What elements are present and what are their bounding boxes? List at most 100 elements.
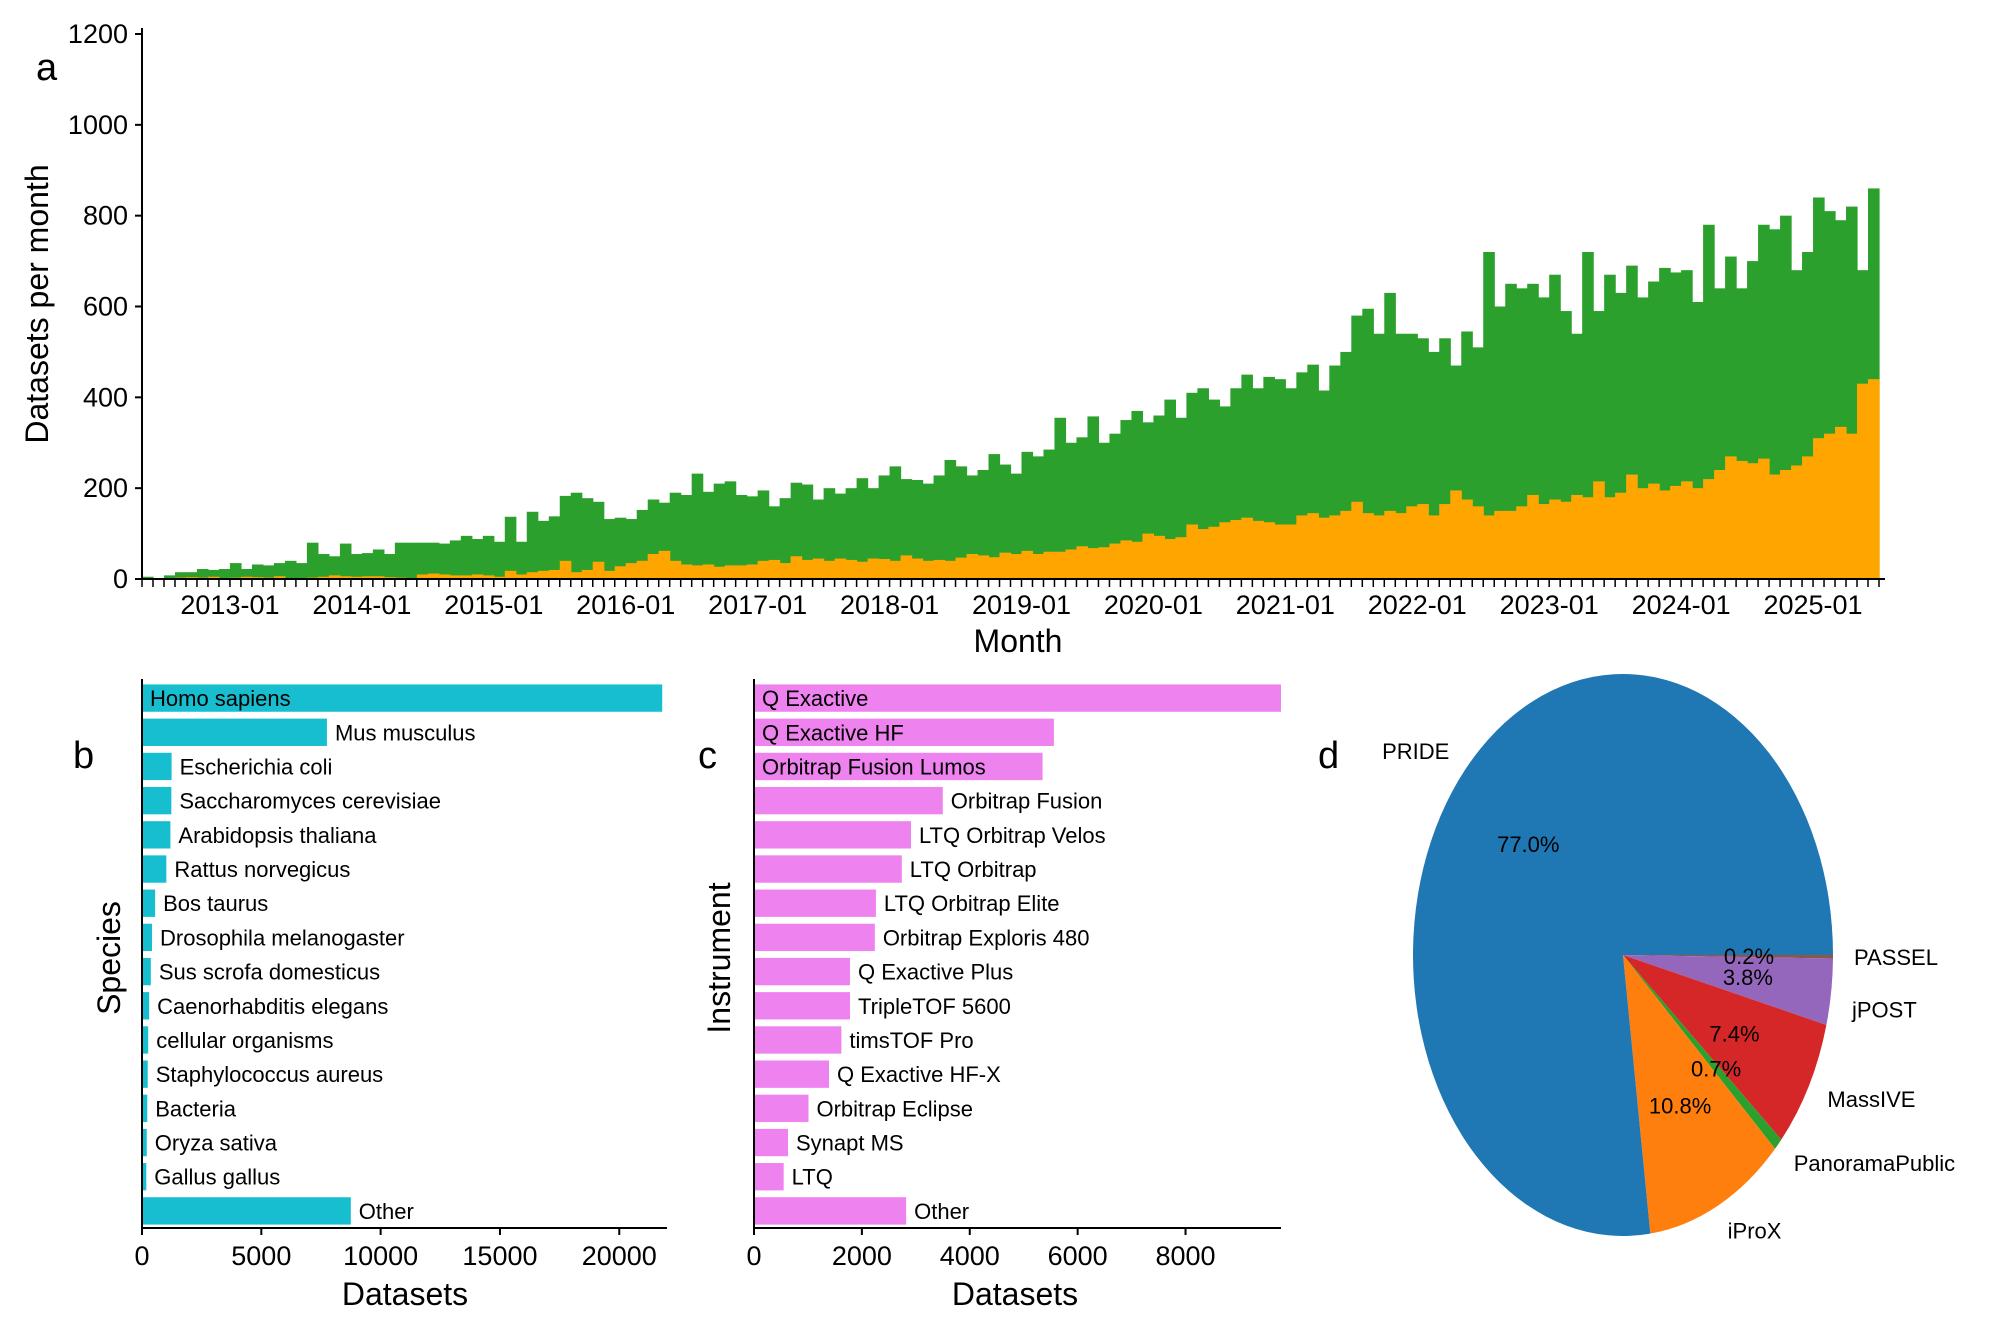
panel-d-repository-pie: 0.2% PASSEL 3.8% jPOST 7.4% MassIVE 0.7% Panora…	[1382, 673, 1955, 1244]
a-bar-total	[1472, 347, 1484, 580]
a-bar-lower	[1010, 554, 1023, 579]
a-bar-lower	[1780, 470, 1792, 579]
a-bar-total	[757, 490, 770, 579]
b-xtick-label: 0	[134, 1241, 149, 1271]
a-bar-total	[372, 549, 385, 579]
a-bar-lower	[966, 554, 979, 579]
c-xlabel: Datasets	[952, 1276, 1078, 1312]
a-bar-total	[1021, 451, 1034, 579]
a-bar-lower	[526, 572, 539, 579]
a-bar-lower	[1648, 483, 1660, 580]
c-bar-label: Synapt MS	[796, 1131, 904, 1156]
a-ytick-label: 1000	[68, 110, 128, 140]
a-bar-total	[1219, 406, 1231, 579]
c-bar	[754, 1128, 788, 1157]
b-xtick-label: 15000	[462, 1241, 537, 1271]
a-bar-total	[1516, 288, 1528, 579]
a-bar-total	[966, 475, 979, 579]
a-xtick-label: 2014-01	[312, 590, 411, 620]
a-bar-total	[1725, 256, 1737, 579]
a-bar-lower	[1560, 501, 1572, 579]
a-bar-total	[1186, 392, 1198, 579]
c-bar	[754, 821, 911, 849]
a-bar-total	[1164, 399, 1176, 579]
a-xtick-label: 2020-01	[1104, 590, 1203, 620]
b-bar	[142, 684, 663, 712]
a-bar-lower	[658, 550, 671, 579]
a-bar-lower	[1857, 383, 1869, 579]
a-bar-total	[1824, 211, 1836, 580]
c-bar	[754, 1094, 809, 1123]
a-axes: 0 200 400 600 800 1000 1200 2013-01 2014-01 2015-…	[68, 19, 1885, 620]
a-bar-lower	[1219, 522, 1231, 579]
a-bar-total	[1032, 456, 1045, 580]
c-bar-label: Orbitrap Exploris 480	[883, 925, 1090, 950]
a-bar-lower	[735, 565, 748, 580]
a-bar-total	[1065, 442, 1078, 579]
c-bar	[754, 786, 943, 815]
pie-name-label: PanoramaPublic	[1794, 1151, 1955, 1176]
pie-pct-label: 3.8%	[1723, 965, 1773, 990]
a-bar-lower	[1549, 499, 1561, 579]
a-bar-total	[845, 488, 858, 579]
a-bar-total	[284, 560, 297, 579]
pie-slice-panoramapublic	[1623, 955, 1782, 1149]
a-bar-lower	[1241, 517, 1253, 579]
a-bar-lower	[1571, 494, 1583, 579]
a-bar-lower	[1406, 506, 1418, 579]
c-bar-label: Q Exactive Plus	[858, 960, 1013, 985]
a-bar-lower	[812, 558, 825, 579]
a-bar-lower	[548, 569, 561, 579]
a-bar-lower	[1263, 522, 1275, 579]
a-bar-total	[1791, 270, 1803, 579]
c-bar	[754, 1163, 784, 1191]
c-bar-label: Q Exactive HF-X	[837, 1062, 1001, 1087]
a-bar-total	[625, 519, 638, 579]
a-bar-total	[317, 554, 330, 579]
a-bar-lower	[1791, 465, 1803, 579]
c-bar	[754, 1026, 842, 1054]
a-bar-total	[856, 478, 869, 579]
a-bar-lower	[1164, 539, 1176, 579]
pie-pct-label: 10.8%	[1649, 1093, 1711, 1118]
a-bar-total	[768, 506, 781, 579]
c-bar-label: LTQ	[792, 1165, 833, 1190]
a-bar-total	[1505, 283, 1517, 579]
a-bar-total	[1604, 274, 1616, 579]
a-bar-total	[1351, 315, 1363, 579]
a-bar-total	[1582, 252, 1594, 579]
a-bar-total	[328, 556, 341, 579]
a-bar-total	[1285, 388, 1297, 579]
a-bar-total	[1197, 388, 1209, 579]
a-bar-total	[427, 542, 440, 579]
a-xlabel: Month	[974, 623, 1063, 659]
a-bar-total	[1406, 333, 1418, 579]
a-bar-total	[724, 481, 737, 579]
a-bar-total	[933, 475, 946, 579]
c-bar	[754, 1197, 907, 1225]
a-bar-total	[647, 499, 660, 579]
a-bar-total	[1659, 267, 1671, 579]
a-xtick-label: 2023-01	[1500, 590, 1599, 620]
a-ytick-label: 200	[83, 473, 128, 503]
panel-letter-c: c	[698, 735, 717, 777]
a-bar-total	[658, 502, 671, 579]
a-bar-total	[1362, 308, 1374, 579]
a-bar-total	[867, 488, 880, 579]
a-bar-lower	[702, 564, 715, 579]
a-bar-total	[1252, 388, 1264, 579]
a-bar-total	[196, 569, 209, 579]
a-bar-lower	[845, 559, 858, 579]
pie-name-label: PASSEL	[1854, 945, 1938, 970]
a-bar-lower	[1483, 515, 1495, 579]
a-bar-lower	[889, 560, 902, 579]
a-bar-total	[1131, 410, 1144, 579]
a-bar-lower	[911, 558, 924, 579]
a-bar-lower	[1318, 517, 1330, 579]
a-bar-total	[592, 501, 605, 579]
pie-pct-label: 7.4%	[1709, 1021, 1759, 1046]
a-bar-total	[537, 520, 550, 579]
a-bar-lower	[207, 576, 220, 579]
a-bar-lower	[1813, 438, 1825, 579]
